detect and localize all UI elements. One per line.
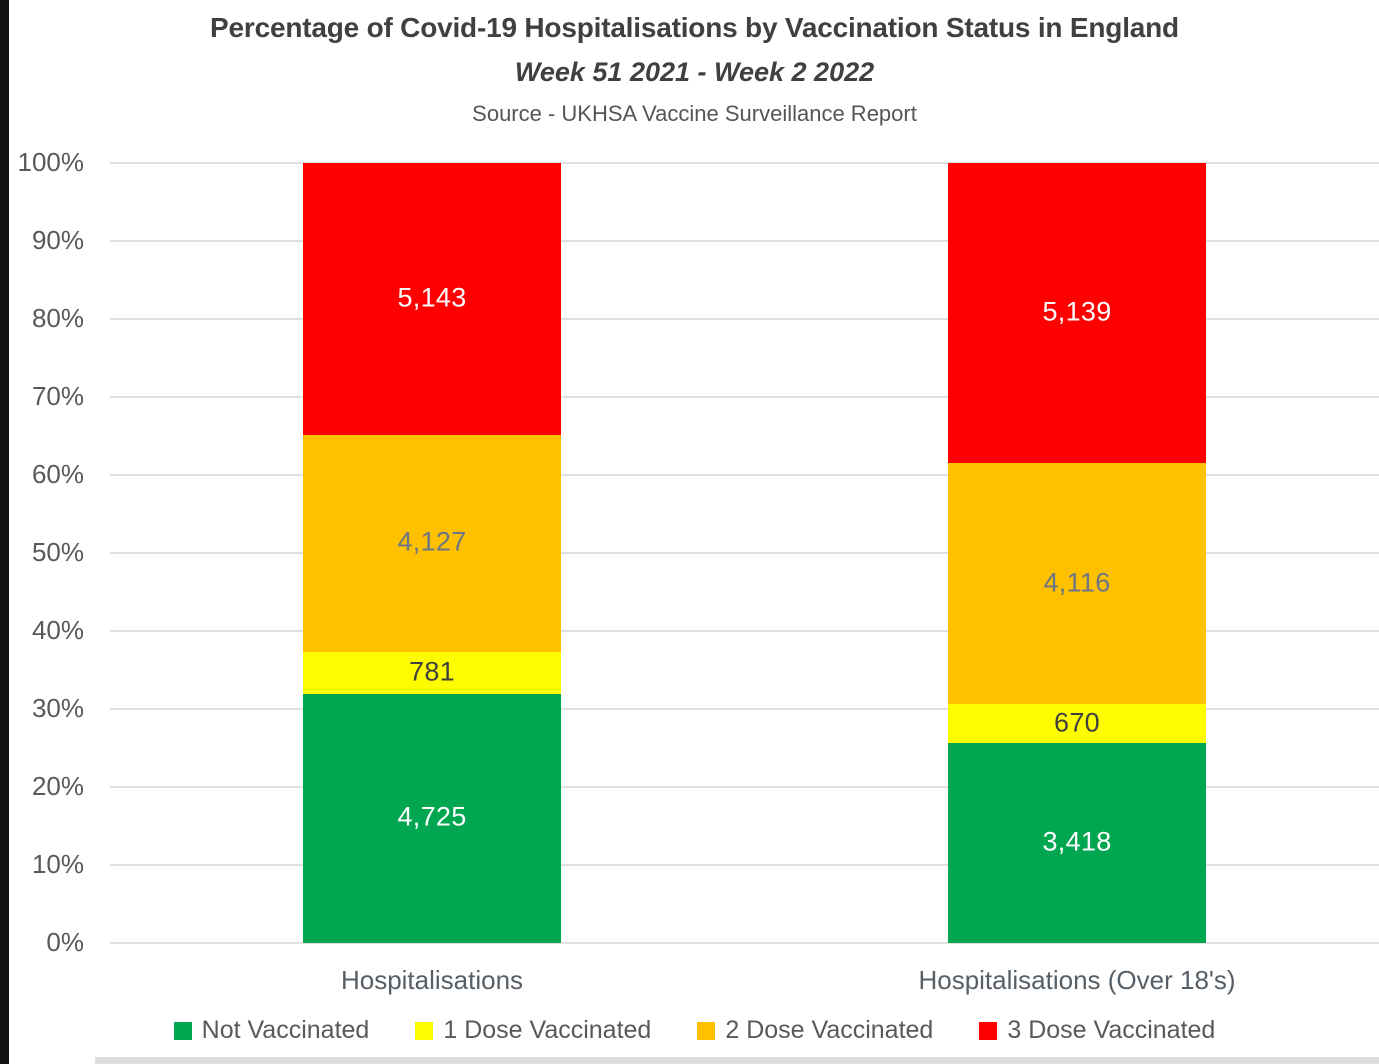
stacked-bar: 4,725 781 4,127 5,143 xyxy=(303,163,561,943)
legend: Not Vaccinated 1 Dose Vaccinated 2 Dose Va… xyxy=(10,1016,1379,1045)
legend-item: 2 Dose Vaccinated xyxy=(697,1016,933,1045)
gridline xyxy=(110,396,1379,398)
y-tick-label: 80% xyxy=(31,303,84,333)
bottom-edge-shadow xyxy=(95,1057,1379,1064)
legend-item: 1 Dose Vaccinated xyxy=(415,1016,651,1045)
gridline xyxy=(110,474,1379,476)
left-border-strip xyxy=(0,0,9,1064)
gridline xyxy=(110,162,1379,164)
y-tick-label: 60% xyxy=(31,459,84,489)
stacked-bar: 3,418 670 4,116 5,139 xyxy=(948,163,1206,943)
y-tick-label: 70% xyxy=(31,381,84,411)
y-tick-label: 90% xyxy=(31,225,84,255)
y-tick-label: 0% xyxy=(46,927,84,957)
bar-segment: 5,143 xyxy=(303,163,561,435)
gridline xyxy=(110,708,1379,710)
legend-swatch-icon xyxy=(979,1021,998,1040)
bar-segment: 3,418 xyxy=(948,743,1206,943)
gridline xyxy=(110,240,1379,242)
legend-swatch-icon xyxy=(697,1021,716,1040)
bar-segment-value: 5,139 xyxy=(1042,296,1112,327)
gridline xyxy=(110,552,1379,554)
legend-label: Not Vaccinated xyxy=(201,1016,370,1044)
bar-segment-value: 3,418 xyxy=(1042,826,1112,857)
bar-segment: 781 xyxy=(303,652,561,694)
x-category-label: Hospitalisations (Over 18's) xyxy=(918,965,1236,995)
gridline xyxy=(110,630,1379,632)
chart-title: Percentage of Covid-19 Hospitalisations … xyxy=(210,12,1179,43)
legend-label: 3 Dose Vaccinated xyxy=(1007,1016,1216,1044)
bar-segment-value: 5,143 xyxy=(397,282,467,313)
legend-swatch-icon xyxy=(173,1021,192,1040)
gridline xyxy=(110,786,1379,788)
gridline xyxy=(110,318,1379,320)
legend-label: 2 Dose Vaccinated xyxy=(725,1016,934,1044)
bar-segment: 4,725 xyxy=(303,693,561,943)
bar-segment: 670 xyxy=(948,704,1206,744)
chart-source: Source - UKHSA Vaccine Surveillance Repo… xyxy=(472,101,917,126)
bar-segment-value: 4,725 xyxy=(397,801,467,832)
bar-segment-value: 4,127 xyxy=(397,526,467,557)
chart-subtitle: Week 51 2021 - Week 2 2022 xyxy=(514,57,875,87)
legend-swatch-icon xyxy=(415,1021,434,1040)
bar-segment: 4,116 xyxy=(948,463,1206,705)
legend-item: 3 Dose Vaccinated xyxy=(979,1016,1215,1045)
bar-segment-value: 4,116 xyxy=(1043,566,1111,597)
bar-segment: 4,127 xyxy=(303,434,561,653)
y-tick-label: 10% xyxy=(31,849,84,879)
legend-label: 1 Dose Vaccinated xyxy=(443,1016,652,1044)
x-category-label: Hospitalisations xyxy=(340,965,524,995)
y-tick-label: 30% xyxy=(31,693,84,723)
gridline xyxy=(110,942,1379,944)
bar-segment-value: 670 xyxy=(1054,706,1100,737)
bar-segment: 5,139 xyxy=(948,163,1206,464)
bar-segment-value: 781 xyxy=(409,656,455,687)
y-tick-label: 40% xyxy=(31,615,84,645)
y-tick-label: 100% xyxy=(17,147,85,177)
gridline xyxy=(110,864,1379,866)
y-tick-label: 50% xyxy=(31,537,84,567)
legend-item: Not Vaccinated xyxy=(173,1016,370,1045)
y-tick-label: 20% xyxy=(31,771,84,801)
